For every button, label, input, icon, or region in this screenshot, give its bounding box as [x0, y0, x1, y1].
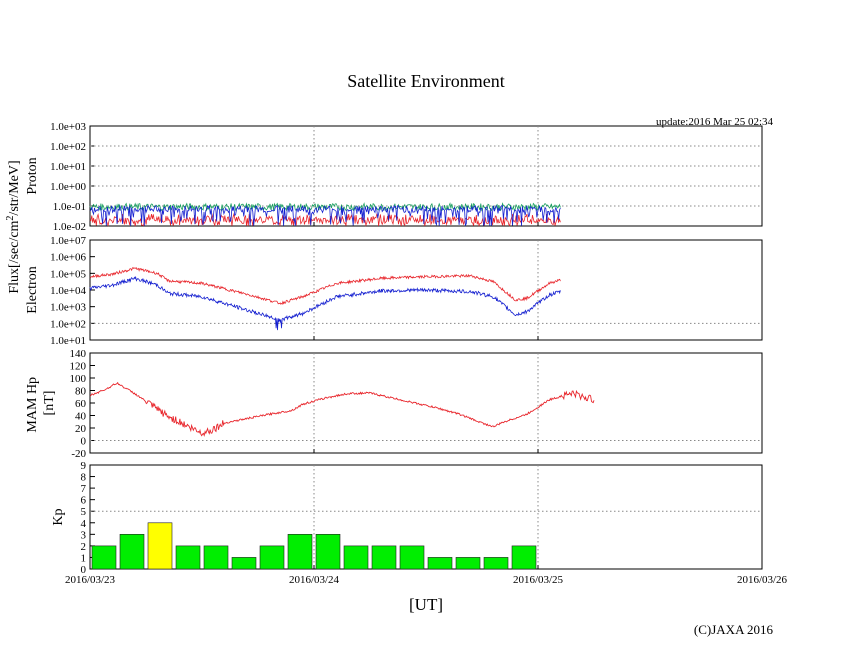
kp-tick-label: 7 [81, 483, 87, 495]
x-tick-label: 2016/03/26 [737, 574, 788, 586]
proton-panel: 1.0e+03 1.0e+02 1.0e+01 1.0e+00 1.0e-01 1.0e-… [25, 121, 763, 233]
mam-hp-ylabel: MAM Hp [nT] [25, 373, 57, 432]
electron-tick-label: 1.0e+01 [50, 335, 86, 347]
update-timestamp: update:2016 Mar 25 02:34 [656, 116, 774, 128]
flux-label-tail: /str/MeV] [7, 160, 22, 215]
proton-tick-label: 1.0e-02 [53, 221, 86, 233]
proton-frame [89, 125, 763, 227]
kp-bar [119, 533, 145, 570]
proton-series-line-blue [89, 204, 561, 227]
hp-tick-label: 100 [70, 373, 87, 385]
electron-tick-label: 1.0e+03 [50, 302, 86, 314]
kp-bar [371, 545, 397, 570]
electron-series-line-red [89, 266, 561, 305]
electron-tick-label: 1.0e+02 [50, 318, 86, 330]
kp-bar [511, 545, 537, 570]
kp-frame [89, 464, 763, 570]
kp-bar [483, 557, 509, 570]
electron-tick-label: 1.0e+06 [50, 252, 86, 264]
electron-tick-label: 1.0e+04 [50, 285, 86, 297]
kp-tick-label: 2 [81, 541, 87, 553]
kp-tick-label: 1 [81, 552, 87, 564]
kp-ylabel: Kp [51, 508, 66, 525]
kp-bar [399, 545, 425, 570]
electron-panel: 1.0e+07 1.0e+06 1.0e+05 1.0e+04 1.0e+03 1.0e+… [25, 235, 763, 347]
x-tick-label: 2016/03/24 [289, 574, 340, 586]
flux-ylabel: Flux[/sec/cm2/str/MeV] [5, 160, 22, 293]
hp-tick-label: 120 [70, 361, 87, 373]
hp-tick-label: 20 [75, 423, 87, 435]
flux-label-sup: 2 [5, 216, 16, 221]
proton-ylabel: Proton [25, 157, 40, 194]
kp-bar [455, 557, 481, 570]
kp-tick-label: 9 [81, 460, 87, 472]
proton-tick-label: 1.0e+00 [50, 181, 86, 193]
kp-tick-label: 5 [81, 506, 87, 518]
electron-tick-label: 1.0e+07 [50, 235, 86, 247]
kp-bar [231, 557, 257, 570]
hp-tick-label: -20 [71, 448, 86, 460]
kp-tick-label: 8 [81, 472, 87, 484]
proton-tick-label: 1.0e+01 [50, 161, 86, 173]
kp-bar [427, 557, 453, 570]
mam-hp-frame [89, 352, 763, 454]
electron-series-line-blue [89, 275, 561, 331]
x-tick-label: 2016/03/25 [513, 574, 564, 586]
kp-tick-label: 3 [81, 529, 87, 541]
kp-tick-label: 4 [81, 518, 87, 530]
hp-tick-label: 40 [75, 411, 87, 423]
kp-bar [315, 533, 341, 570]
electron-tick-label: 1.0e+05 [50, 268, 86, 280]
kp-bar [91, 545, 117, 570]
x-tick-label: 2016/03/23 [65, 574, 116, 586]
hp-tick-label: 60 [75, 398, 87, 410]
chart-title: Satellite Environment [347, 71, 504, 91]
flux-label-main: Flux[/sec/cm [7, 220, 22, 293]
kp-bar [175, 545, 201, 570]
proton-tick-label: 1.0e+02 [50, 141, 86, 153]
hp-tick-label: 0 [81, 436, 87, 448]
kp-tick-label: 0 [81, 564, 87, 576]
kp-bar [203, 545, 229, 570]
hp-tick-label: 140 [70, 348, 87, 360]
mam-hp-ylabel-line1: MAM Hp [25, 377, 40, 433]
proton-tick-label: 1.0e-01 [53, 201, 86, 213]
kp-bar [287, 533, 313, 570]
kp-bar [343, 545, 369, 570]
electron-ylabel: Electron [25, 266, 40, 313]
copyright: (C)JAXA 2016 [694, 622, 774, 637]
proton-tick-label: 1.0e+03 [50, 121, 86, 133]
mam-hp-ylabel-line2: [nT] [42, 391, 57, 416]
kp-bar [147, 522, 173, 570]
kp-bar [259, 545, 285, 570]
hp-tick-label: 80 [75, 386, 87, 398]
proton-series-line-red [89, 212, 561, 227]
x-axis-label: [UT] [409, 595, 443, 614]
kp-tick-label: 6 [81, 495, 87, 507]
hp-series-line [89, 381, 595, 437]
